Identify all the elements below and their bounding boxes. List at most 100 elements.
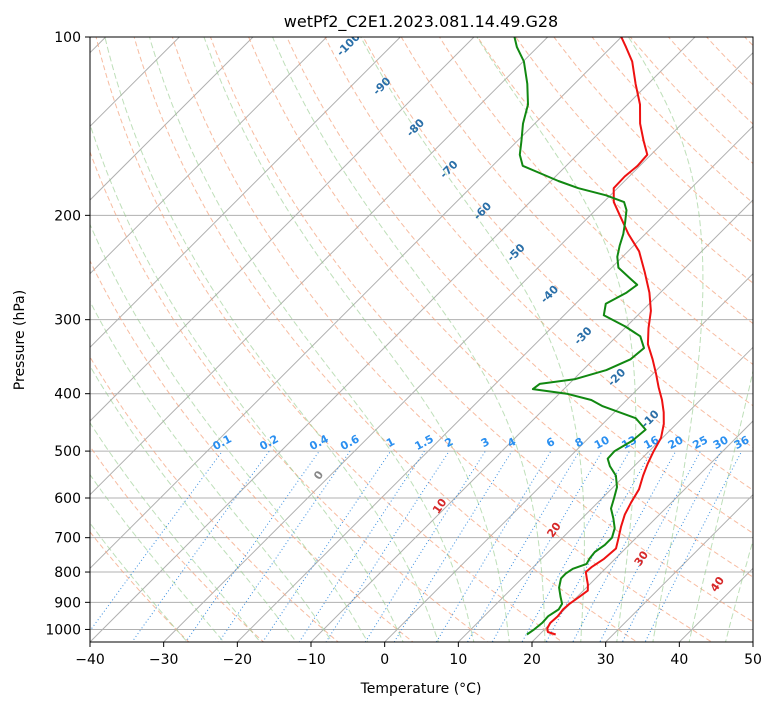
isotherm-line bbox=[678, 567, 753, 642]
mixing-ratio-lines bbox=[90, 450, 743, 642]
isotherm-line bbox=[90, 37, 696, 642]
dry-adiabat-line bbox=[553, 37, 753, 244]
plot-frame bbox=[89, 36, 754, 643]
dry-adiabat-line bbox=[133, 37, 638, 642]
dry-adiabat-line bbox=[362, 37, 753, 449]
dry-adiabat-line bbox=[171, 37, 713, 642]
isotherm-line bbox=[384, 272, 753, 642]
moist-adiabat-label: 30 bbox=[632, 548, 652, 568]
moist-adiabat-line bbox=[360, 37, 585, 642]
mixing-ratio-line bbox=[218, 450, 351, 642]
isotherm-line bbox=[90, 37, 475, 422]
mixing-ratio-line bbox=[466, 450, 580, 642]
x-tick-label: 0 bbox=[380, 652, 389, 668]
x-tick-label: 50 bbox=[744, 652, 762, 668]
isotherm-line bbox=[605, 493, 753, 642]
dry-adiabat-line bbox=[90, 356, 339, 642]
moist-adiabat-label: 20 bbox=[544, 520, 564, 540]
y-axis-ticks: 1000 900 800 700 600 500 400 300 200 100 bbox=[45, 30, 90, 638]
dry-adiabat-line bbox=[90, 259, 414, 642]
isotherm-line bbox=[90, 37, 549, 496]
mixing-ratio-label: 0.1 bbox=[211, 432, 234, 453]
moist-adiabat-line bbox=[272, 37, 546, 642]
isotherms bbox=[90, 37, 753, 642]
dry-adiabat-line bbox=[515, 37, 753, 284]
dewpoint-profile-line bbox=[513, 37, 647, 636]
dry-adiabat-line bbox=[400, 37, 753, 407]
mixing-ratio-line bbox=[185, 450, 320, 642]
y-tick-label: 400 bbox=[54, 387, 81, 403]
y-tick-label: 300 bbox=[54, 313, 81, 329]
x-tick-label: −20 bbox=[223, 652, 253, 668]
dry-adiabat-line bbox=[591, 37, 753, 204]
moist-adiabat-line bbox=[203, 37, 510, 642]
mixing-ratio-label: 30 bbox=[711, 433, 731, 452]
dry-adiabat-line bbox=[744, 37, 753, 47]
y-tick-label: 900 bbox=[54, 595, 81, 611]
moist-adiabat-line bbox=[90, 421, 261, 642]
mixing-ratio-line bbox=[262, 450, 392, 642]
moist-adiabat-line bbox=[90, 122, 404, 642]
mixing-ratio-line bbox=[393, 450, 513, 642]
mixing-ratio-line bbox=[90, 450, 223, 632]
mixing-ratio-label: 2 bbox=[443, 435, 456, 450]
dry-adiabat-line bbox=[90, 150, 489, 642]
dry-adiabat-line bbox=[770, 24, 775, 654]
mixing-ratio-label: 1.5 bbox=[413, 432, 436, 453]
isotherm-line bbox=[531, 420, 753, 642]
isotherm-line bbox=[457, 346, 753, 642]
dry-adiabat-label: -10 bbox=[639, 407, 662, 430]
mixing-ratio-label: 0.2 bbox=[257, 432, 280, 453]
y-tick-label: 700 bbox=[54, 531, 81, 547]
mixing-ratio-label: 10 bbox=[592, 433, 612, 452]
y-tick-label: 800 bbox=[54, 565, 81, 581]
mixing-ratio-line bbox=[621, 450, 722, 642]
x-tick-label: −10 bbox=[296, 652, 326, 668]
isotherm-line bbox=[90, 37, 254, 201]
dry-adiabat-label: -100 bbox=[334, 30, 363, 59]
moist-adiabat-label: 0 bbox=[311, 468, 326, 482]
moist-adiabat-line bbox=[688, 368, 753, 642]
dry-adiabat-line bbox=[324, 37, 753, 491]
y-tick-label: 600 bbox=[54, 491, 81, 507]
moist-adiabat-line bbox=[90, 473, 225, 642]
gridlines bbox=[90, 37, 753, 630]
sounding-profiles bbox=[513, 37, 665, 636]
moist-adiabat-label: 40 bbox=[708, 574, 728, 594]
x-tick-label: −30 bbox=[149, 652, 179, 668]
dry-adiabat-label: -60 bbox=[471, 199, 494, 222]
dry-adiabat-line bbox=[90, 531, 190, 642]
mixing-ratio-label: 0.4 bbox=[307, 432, 331, 453]
dry-adiabats bbox=[90, 24, 775, 654]
isotherm-line bbox=[90, 37, 328, 275]
mixing-ratio-label: 4 bbox=[505, 435, 518, 450]
isotherm-line bbox=[90, 37, 401, 349]
x-axis-ticks: −40 −30 −20 −10 0 10 20 30 40 50 bbox=[75, 642, 762, 668]
moist-adiabat-line bbox=[627, 37, 704, 642]
moist-adiabat-line bbox=[90, 223, 369, 642]
mixing-ratio-label: 1 bbox=[384, 435, 397, 450]
y-tick-label: 200 bbox=[54, 208, 81, 224]
mixing-ratio-line bbox=[521, 450, 630, 642]
moist-adiabat-line bbox=[90, 300, 333, 642]
mixing-ratio-label: 0.6 bbox=[338, 432, 362, 453]
isotherm-line bbox=[90, 37, 622, 570]
moist-adiabat-line bbox=[90, 365, 297, 642]
mixing-ratio-label: 36 bbox=[732, 433, 752, 452]
x-tick-label: 10 bbox=[449, 652, 467, 668]
mixing-ratio-label: 3 bbox=[479, 435, 492, 450]
dry-adiabat-line bbox=[438, 37, 753, 366]
mixing-ratio-label: 6 bbox=[544, 435, 557, 450]
y-tick-label: 500 bbox=[54, 444, 81, 460]
isotherm-line bbox=[236, 125, 753, 642]
dry-adiabat-label: -90 bbox=[370, 74, 393, 97]
moist-adiabat-line bbox=[148, 37, 475, 642]
dry-adiabat-line bbox=[286, 37, 753, 534]
x-tick-label: 30 bbox=[597, 652, 615, 668]
moist-adiabat-line bbox=[90, 522, 188, 642]
isotherm-line bbox=[752, 641, 753, 642]
y-axis-label: Pressure (hPa) bbox=[12, 290, 28, 390]
moist-adiabat-line bbox=[476, 37, 637, 642]
